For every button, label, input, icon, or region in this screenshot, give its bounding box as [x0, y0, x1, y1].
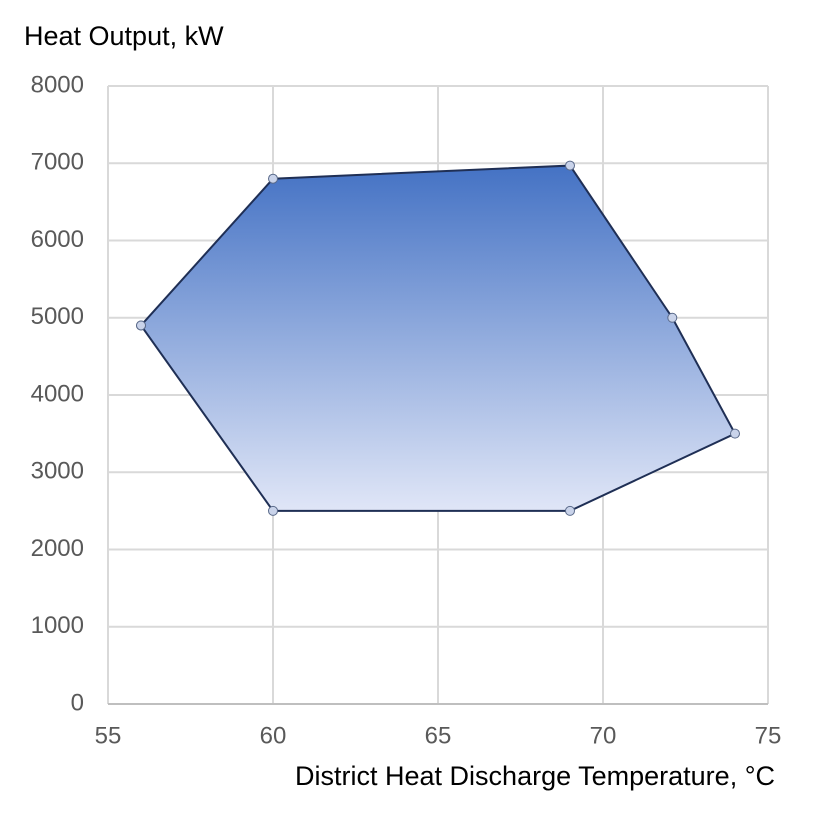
point: [268, 505, 278, 516]
x-axis-label: District Heat Discharge Temperature, °C: [295, 761, 775, 791]
y-tick-label: 5000: [31, 303, 84, 330]
x-tick-label: 60: [260, 722, 287, 749]
point: [667, 312, 678, 323]
point: [565, 505, 575, 516]
y-tick-label: 8000: [31, 71, 84, 98]
y-tick-label: 6000: [31, 226, 84, 253]
point: [268, 173, 278, 184]
x-tick-label: 70: [590, 722, 617, 749]
point: [565, 160, 575, 171]
x-tick-label: 55: [95, 722, 122, 749]
y-tick-label: 4000: [31, 380, 84, 407]
chart-title: Heat Output, kW: [24, 21, 224, 51]
point: [136, 320, 146, 331]
y-tick-label: 7000: [31, 149, 84, 176]
x-tick-label: 75: [755, 722, 782, 749]
y-tick-label: 3000: [31, 458, 84, 485]
y-tick-label: 1000: [31, 612, 84, 639]
point: [730, 428, 740, 439]
area: [139, 164, 737, 512]
y-tick-label: 0: [71, 689, 84, 716]
y-tick-label: 2000: [31, 535, 84, 562]
x-tick-label: 65: [425, 722, 452, 749]
